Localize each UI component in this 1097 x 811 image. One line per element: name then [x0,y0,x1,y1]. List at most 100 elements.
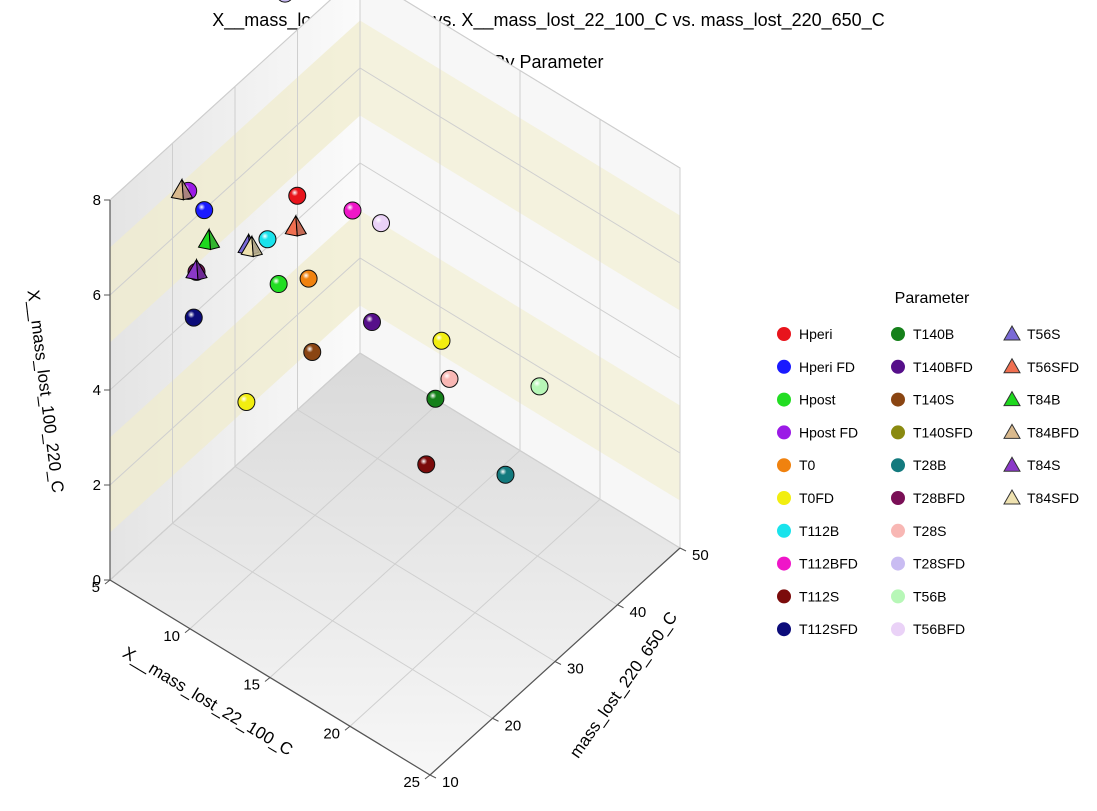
legend-marker [1003,456,1021,472]
data-point [288,186,307,205]
legend-label: T112SFD [799,621,858,637]
legend-item: Hpost [777,392,836,408]
data-point [303,343,322,362]
y-tick-label: 40 [630,604,647,621]
data-point [343,201,362,220]
data-point [197,227,221,251]
legend-label: T0FD [799,490,834,506]
z-tick-label: 6 [93,287,101,304]
legend-marker [891,327,905,341]
legend-item: T84SFD [1003,488,1079,506]
legend-item: Hpost FD [777,424,858,440]
data-point [299,269,318,288]
x-tick-label: 10 [163,628,180,645]
z-tick-label: 2 [93,477,101,494]
y-tick-label: 20 [505,717,522,734]
data-point [185,257,208,281]
grid-line [234,466,556,662]
legend-label: T84S [1027,457,1060,473]
x-tick-mark [184,628,191,634]
legend-label: T140BFD [913,359,973,375]
legend-item: T56S [1003,324,1060,342]
legend-item: T0 [777,457,816,473]
data-point [426,389,445,408]
data-point [184,308,203,327]
legend: Parameter Hperi Hperi FD Hpost Hpost FD T0 T0F… [777,290,1079,637]
data-point [372,214,390,233]
y-tick-mark [492,717,499,722]
legend-label: T56B [913,588,946,604]
z-tick-label: 0 [93,572,101,589]
legend-marker [891,491,905,505]
y-tick-label: 50 [692,547,709,564]
data-point [278,0,292,3]
legend-label: T28BFD [913,490,965,506]
legend-item: T140BFD [891,359,973,375]
legend-item: T140B [891,326,954,342]
legend-marker [777,392,791,407]
y-tick-label: 30 [567,661,584,678]
x-tick-label: 20 [323,725,340,742]
z-tick-label: 8 [93,192,101,209]
legend-marker [1003,488,1021,505]
legend-title: Parameter [895,290,970,307]
legend-marker [777,523,791,538]
legend-item: T84B [1003,390,1060,408]
legend-item: T28BFD [891,490,965,506]
z-tick-label: 4 [93,382,101,399]
legend-label: Hperi [799,326,832,342]
legend-item: T28S [891,523,946,539]
legend-marker [1003,423,1021,439]
x-tick-mark [104,579,111,585]
legend-label: Hpost FD [799,424,858,440]
legend-label: T140B [913,326,954,342]
y-tick-label: 10 [442,774,459,791]
z-axis-label: X__mass_lost_100_220_C [24,289,68,494]
legend-label: Hperi FD [799,359,855,375]
data-point [417,455,436,474]
legend-marker [891,425,905,440]
legend-marker [777,556,791,571]
data-point [170,177,194,201]
grid-line [109,0,681,201]
legend-item: T112B [777,523,839,539]
legend-marker [891,589,905,604]
legend-marker [777,491,791,505]
chart-subtitle: By Parameter [493,52,604,72]
legend-label: T56SFD [1027,359,1079,375]
legend-item: T56BFD [891,621,965,637]
data-point [496,465,515,484]
x-tick-label: 15 [243,677,260,694]
legend-item: Hperi FD [777,359,855,375]
data-point [240,234,264,258]
legend-label: T28S [913,523,946,539]
legend-item: T112BFD [777,556,858,572]
grid-line [297,409,618,606]
legend-label: T56BFD [913,621,965,637]
legend-label: T140SFD [913,424,973,440]
legend-item: T0FD [777,490,834,506]
legend-item: T84S [1003,456,1060,473]
legend-marker [1003,390,1021,407]
legend-marker [891,359,905,374]
legend-marker [891,523,905,538]
legend-label: T28SFD [913,556,965,572]
legend-item: T28B [891,457,946,473]
y-tick-mark [617,604,624,609]
legend-item: T28SFD [891,556,965,572]
data-point [284,214,308,237]
grid-line [172,522,493,719]
legend-marker [891,392,905,407]
legend-label: T112S [799,588,839,604]
y-tick-mark [429,774,437,779]
legend-marker [777,327,791,341]
legend-label: T84SFD [1027,490,1079,506]
x-tick-label: 25 [403,774,420,791]
legend-label: T112BFD [799,556,858,572]
data-points [170,0,549,484]
legend-label: T140S [913,392,954,408]
legend-item: Hperi [777,326,832,342]
legend-label: Hpost [799,392,836,408]
